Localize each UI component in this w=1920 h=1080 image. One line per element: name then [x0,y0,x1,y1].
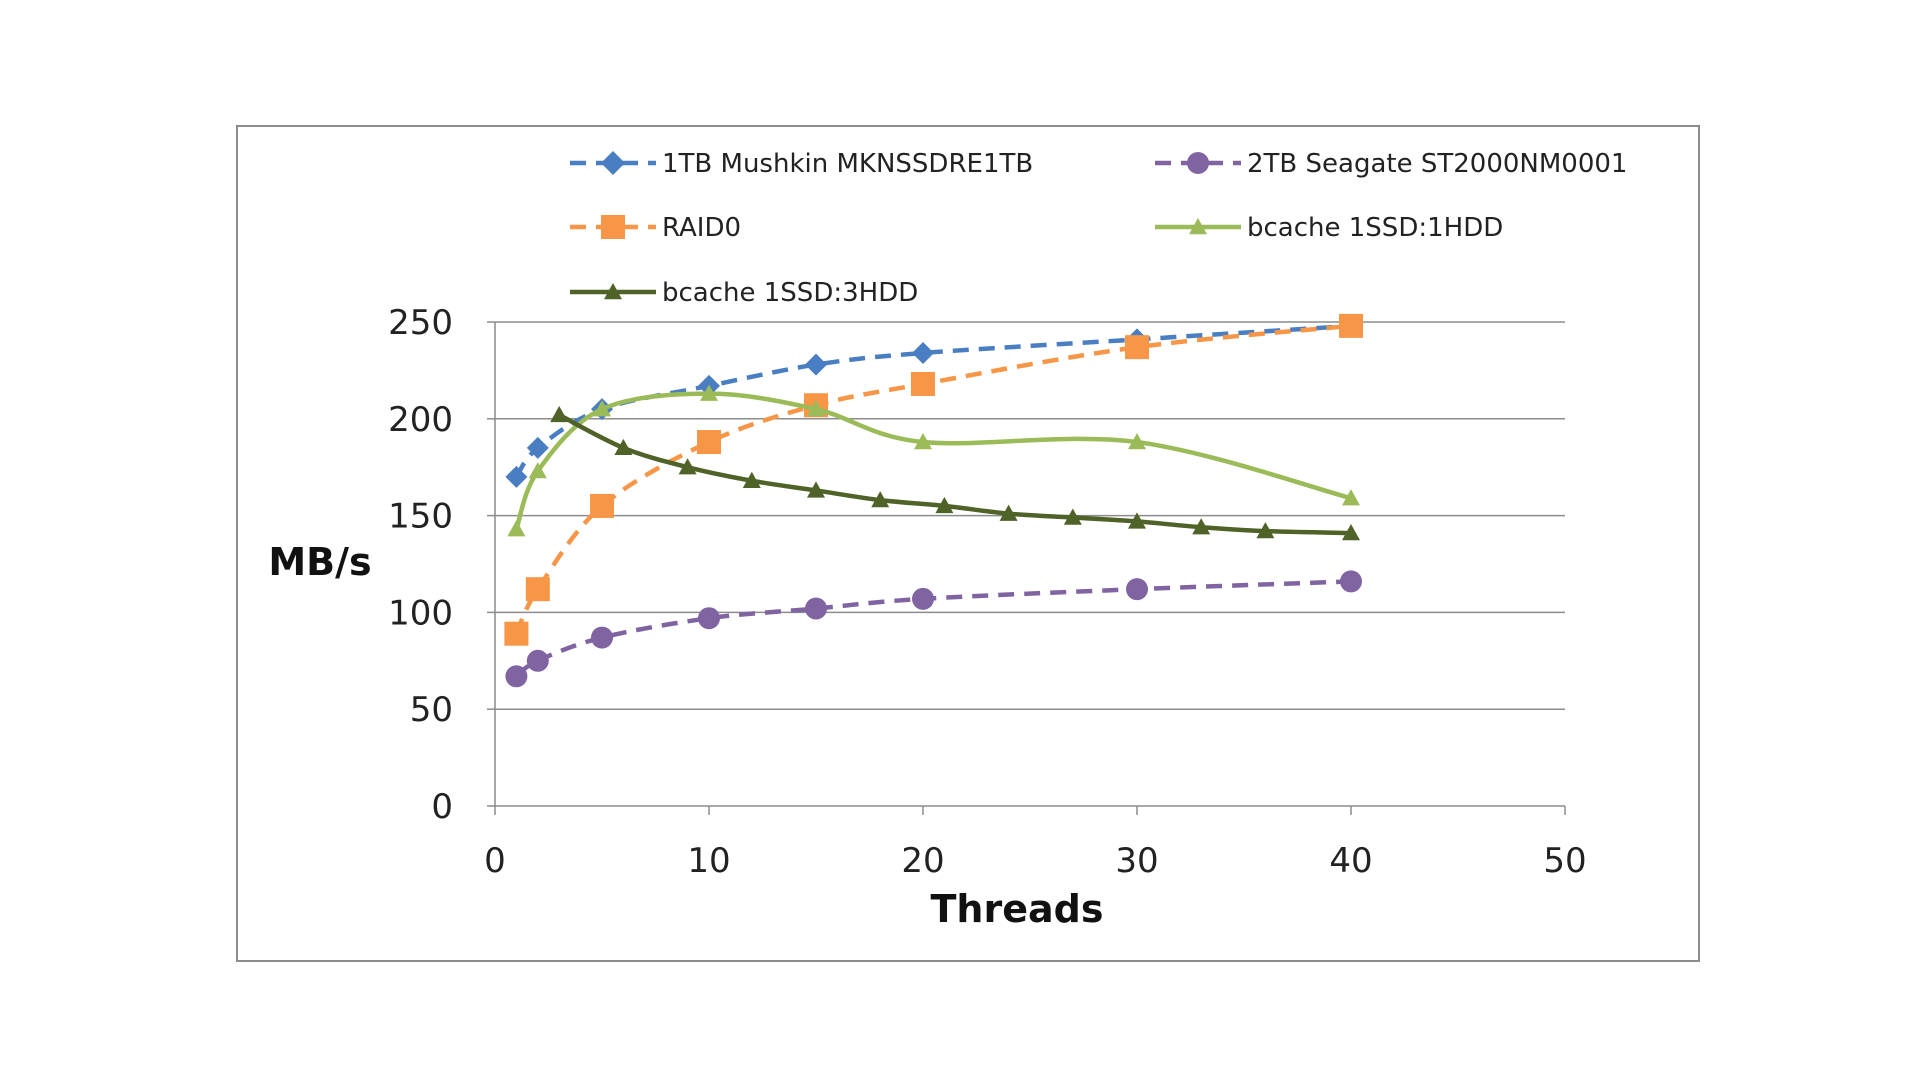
point-raid0-10 [697,430,721,455]
point-2tb-seagate-st2000nm0001-20 [912,587,934,610]
point-1tb-mushkin-mknssdre1tb-15 [805,353,827,376]
legend-item-bcache-1ssd-1hdd: bcache 1SSD:1HDD [1155,213,1503,243]
legend-label-bcache-1ssd-1hdd: bcache 1SSD:1HDD [1247,213,1503,243]
point-bcache-1ssd-3hdd-12 [742,471,761,488]
series-raid0 [504,313,1363,646]
legend-marker-1tb-mushkin-mknssdre1tb [601,151,625,175]
point-1tb-mushkin-mknssdre1tb-20 [912,341,934,364]
legend-marker-bcache-1ssd-3hdd [604,283,622,300]
legend-item-raid0: RAID0 [570,213,741,243]
point-2tb-seagate-st2000nm0001-2 [526,649,549,672]
legend-item-1tb-mushkin-mknssdre1tb: 1TB Mushkin MKNSSDRE1TB [570,149,1033,179]
chart-frame [236,125,1700,962]
point-bcache-1ssd-3hdd-33 [1192,518,1211,535]
point-2tb-seagate-st2000nm0001-5 [591,626,613,649]
legend-marker-bcache-1ssd-1hdd [1189,218,1207,235]
y-tick-label-150: 150 [388,497,453,537]
point-raid0-2 [525,577,550,602]
point-bcache-1ssd-1hdd-15 [807,400,825,417]
y-tick-label-100: 100 [388,593,453,633]
legend-marker-raid0 [601,215,625,239]
legend: 1TB Mushkin MKNSSDRE1TB 2TB Seagate ST200… [570,149,1627,308]
point-bcache-1ssd-3hdd-27 [1063,508,1082,525]
x-tick-label-40: 40 [1329,841,1372,881]
point-1tb-mushkin-mknssdre1tb-2 [526,436,549,459]
point-2tb-seagate-st2000nm0001-10 [698,607,720,630]
y-tick-label-250: 250 [388,303,453,343]
series-bcache-1ssd-3hdd [550,405,1360,541]
point-2tb-seagate-st2000nm0001-1 [505,665,528,688]
point-bcache-1ssd-3hdd-6 [614,438,633,456]
series-layer [504,313,1363,688]
legend-label-bcache-1ssd-3hdd: bcache 1SSD:3HDD [662,278,918,308]
point-bcache-1ssd-1hdd-5 [593,400,611,417]
point-bcache-1ssd-3hdd-21 [935,496,954,514]
point-bcache-1ssd-1hdd-1 [507,520,526,537]
point-bcache-1ssd-3hdd-3 [550,405,569,423]
point-bcache-1ssd-1hdd-10 [700,384,718,401]
point-raid0-40 [1339,313,1363,338]
legend-item-bcache-1ssd-3hdd: bcache 1SSD:3HDD [570,278,918,308]
legend-label-2tb-seagate-st2000nm0001: 2TB Seagate ST2000NM0001 [1247,149,1627,179]
point-bcache-1ssd-3hdd-18 [871,491,890,508]
gridlines [495,321,1565,710]
legend-label-1tb-mushkin-mknssdre1tb: 1TB Mushkin MKNSSDRE1TB [662,149,1033,179]
legend-marker-2tb-seagate-st2000nm0001 [1187,152,1209,174]
point-bcache-1ssd-3hdd-24 [999,504,1018,521]
point-2tb-seagate-st2000nm0001-30 [1126,578,1148,601]
point-bcache-1ssd-1hdd-40 [1342,489,1360,506]
legend-label-raid0: RAID0 [662,213,741,243]
x-tick-label-0: 0 [484,841,506,881]
x-tick-label-10: 10 [687,841,730,881]
x-tick-label-50: 50 [1543,841,1586,881]
point-bcache-1ssd-1hdd-2 [528,462,547,479]
point-bcache-1ssd-3hdd-30 [1128,512,1146,529]
point-bcache-1ssd-3hdd-36 [1256,522,1275,539]
series-2tb-seagate-st2000nm0001 [505,570,1362,688]
point-bcache-1ssd-3hdd-9 [678,458,697,475]
point-bcache-1ssd-1hdd-20 [914,433,932,450]
point-raid0-1 [504,621,529,646]
y-tick-label-0: 0 [431,787,453,827]
point-raid0-5 [590,493,614,518]
series-bcache-1ssd-1hdd [507,384,1360,537]
x-axis-title: Threads [931,887,1104,931]
x-tick-label-20: 20 [901,841,944,881]
point-bcache-1ssd-3hdd-15 [807,481,825,498]
point-bcache-1ssd-3hdd-40 [1342,524,1360,541]
point-2tb-seagate-st2000nm0001-40 [1340,570,1362,593]
point-bcache-1ssd-1hdd-30 [1128,433,1146,450]
y-axis-title: MB/s [268,540,371,584]
x-tick-label-30: 30 [1115,841,1158,881]
axes: 0 50 100 150 200 250 0 10 20 30 40 50 [388,303,1587,881]
point-2tb-seagate-st2000nm0001-15 [805,597,827,620]
legend-item-2tb-seagate-st2000nm0001: 2TB Seagate ST2000NM0001 [1155,149,1627,179]
y-tick-label-50: 50 [410,690,453,730]
point-raid0-20 [911,371,935,396]
series-line-bcache-1ssd-1hdd [514,391,1352,530]
point-raid0-30 [1125,335,1149,360]
y-tick-label-200: 200 [388,400,453,440]
point-1tb-mushkin-mknssdre1tb-1 [505,465,528,488]
series-line-2tb-seagate-st2000nm0001 [514,579,1352,679]
